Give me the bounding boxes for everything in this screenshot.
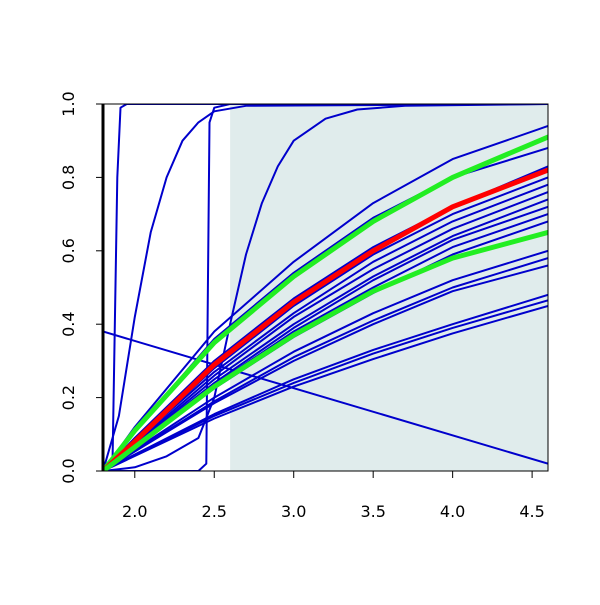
x-tick-label: 3.0	[281, 502, 306, 521]
series-line-21	[103, 304, 548, 471]
series-line-3	[103, 104, 548, 471]
series-group	[103, 104, 548, 471]
series-line-5	[103, 330, 548, 465]
series-line-4	[103, 104, 548, 471]
x-tick-label: 4.5	[519, 502, 544, 521]
y-tick-label: 0.8	[59, 165, 78, 190]
series-line-22	[103, 134, 548, 471]
x-tick-label: 2.5	[202, 502, 227, 521]
x-tick-label: 4.0	[440, 502, 465, 521]
series-line-24	[103, 229, 548, 471]
series-line-18	[103, 264, 548, 471]
series-line-2	[103, 104, 548, 471]
x-tick-label: 2.0	[122, 502, 147, 521]
y-tick-label: 1.0	[59, 91, 78, 116]
y-tick-label: 0.0	[59, 458, 78, 483]
y-tick-label: 0.2	[59, 385, 78, 410]
series-line-23	[103, 167, 548, 471]
y-tick-label: 0.4	[59, 311, 78, 336]
y-tick-label: 0.6	[59, 238, 78, 263]
x-tick-label: 3.5	[360, 502, 385, 521]
